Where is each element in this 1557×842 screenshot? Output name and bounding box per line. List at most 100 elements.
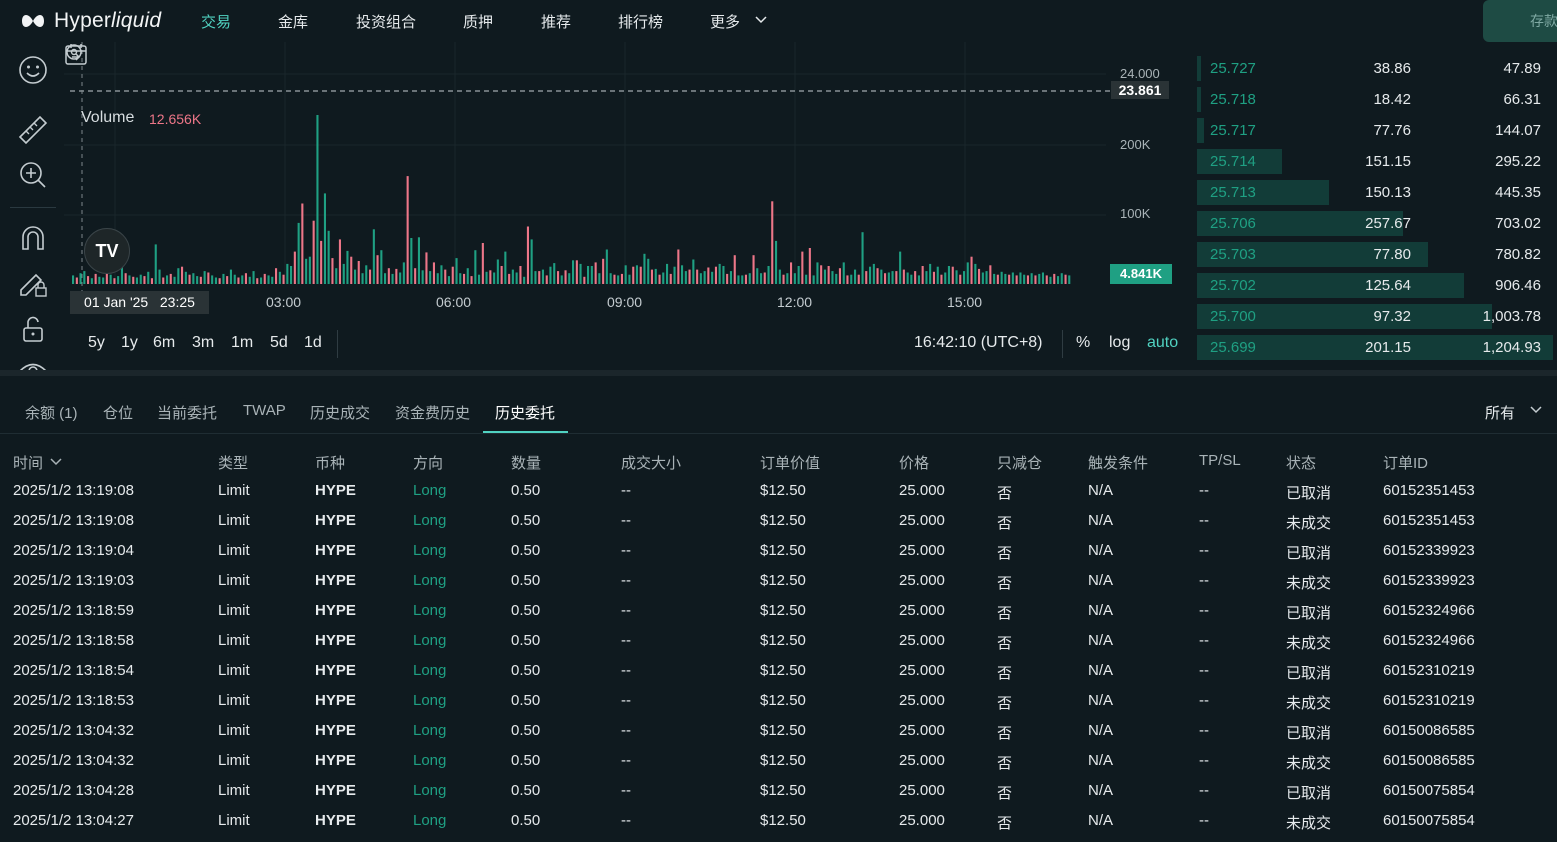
tab-open-orders[interactable]: 当前委托 xyxy=(157,405,218,422)
range-1y-button[interactable]: 1y xyxy=(121,334,138,351)
volume-chart-svg[interactable] xyxy=(64,42,1196,370)
nav-item-vaults[interactable]: 金库 xyxy=(278,14,309,31)
table-cell: -- xyxy=(621,542,631,559)
settings-gear-icon[interactable] xyxy=(64,42,84,62)
coin-link[interactable]: HYPE xyxy=(315,572,356,589)
volume-bar xyxy=(966,262,969,284)
orderbook-row[interactable]: 25.718 18.42 66.31 xyxy=(1197,84,1557,115)
table-cell: N/A xyxy=(1088,482,1114,499)
range-3m-button[interactable]: 3m xyxy=(192,334,215,351)
percent-scale-toggle[interactable]: % xyxy=(1076,334,1091,351)
depth-bar xyxy=(1197,304,1492,329)
tab-order-history[interactable]: 历史委托 xyxy=(495,405,556,422)
tab-twap[interactable]: TWAP xyxy=(243,402,286,419)
coin-link[interactable]: HYPE xyxy=(315,632,356,649)
orderbook-row[interactable]: 25.706 257.67 703.02 xyxy=(1197,208,1557,239)
volume-bar xyxy=(263,273,266,284)
depth-bar xyxy=(1197,273,1464,298)
table-cell: Long xyxy=(413,692,447,709)
table-cell: -- xyxy=(621,722,631,739)
orderbook-row[interactable]: 25.727 38.86 47.89 xyxy=(1197,53,1557,84)
range-6m-button[interactable]: 6m xyxy=(153,334,176,351)
table-cell: 已取消 xyxy=(1286,485,1332,502)
orderbook-row[interactable]: 25.699 201.15 1,204.93 xyxy=(1197,332,1557,363)
volume-bar xyxy=(1000,271,1003,284)
nav-item-trade[interactable]: 交易 xyxy=(201,14,232,31)
tab-trade-history[interactable]: 历史成交 xyxy=(310,405,371,422)
magnet-icon[interactable] xyxy=(16,221,50,255)
coin-link[interactable]: HYPE xyxy=(315,542,356,559)
volume-bar xyxy=(474,250,477,284)
tab-positions[interactable]: 仓位 xyxy=(103,405,134,422)
volume-bar xyxy=(628,274,631,284)
zoom-in-icon[interactable] xyxy=(16,158,50,192)
table-cell: 0.50 xyxy=(511,572,541,589)
orderbook-row[interactable]: 25.717 77.76 144.07 xyxy=(1197,115,1557,146)
volume-bar xyxy=(756,268,759,284)
orderbook-row[interactable]: 25.713 150.13 445.35 xyxy=(1197,177,1557,208)
table-cell: 60150086585 xyxy=(1383,722,1475,739)
column-header: 成交大小 xyxy=(621,455,682,472)
chart-clock[interactable]: 16:42:10 (UTC+8) xyxy=(914,334,1043,351)
panel-divider[interactable] xyxy=(0,370,1557,376)
volume-bar xyxy=(260,277,263,284)
range-1m-button[interactable]: 1m xyxy=(231,334,254,351)
volume-bar xyxy=(737,275,740,284)
volume-bar xyxy=(395,268,398,284)
volume-bar xyxy=(884,273,887,284)
nav-item-staking[interactable]: 质押 xyxy=(463,14,494,31)
depth-bar xyxy=(1197,180,1329,205)
orderbook-size: 125.64 xyxy=(1365,277,1411,294)
orderbook-row[interactable]: 25.702 125.64 906.46 xyxy=(1197,270,1557,301)
coin-link[interactable]: HYPE xyxy=(315,722,356,739)
nav-item-leaderboard[interactable]: 排行榜 xyxy=(618,14,664,31)
log-scale-toggle[interactable]: log xyxy=(1109,334,1131,351)
volume-bar xyxy=(838,268,841,284)
volume-bar xyxy=(350,256,353,284)
table-cell: 0.50 xyxy=(511,812,541,829)
coin-link[interactable]: HYPE xyxy=(315,482,356,499)
tab-funding-history[interactable]: 资金费历史 xyxy=(395,405,471,422)
orderbook-row[interactable]: 25.714 151.15 295.22 xyxy=(1197,146,1557,177)
range-1d-button[interactable]: 1d xyxy=(304,334,322,351)
column-header: 只减仓 xyxy=(997,455,1043,472)
coin-link[interactable]: HYPE xyxy=(315,512,356,529)
coin-link[interactable]: HYPE xyxy=(315,812,356,829)
nav-item-referrals[interactable]: 推荐 xyxy=(541,14,572,31)
logo[interactable]: Hyperliquid xyxy=(20,9,161,33)
coin-link[interactable]: HYPE xyxy=(315,752,356,769)
auto-scale-toggle[interactable]: auto xyxy=(1147,334,1179,351)
range-5y-button[interactable]: 5y xyxy=(88,334,105,351)
ruler-icon[interactable] xyxy=(16,113,50,147)
coin-link[interactable]: HYPE xyxy=(315,782,356,799)
orderbook-price: 25.700 xyxy=(1210,308,1256,325)
pencil-lock-icon[interactable] xyxy=(16,265,50,299)
unlock-icon[interactable] xyxy=(16,312,50,346)
orderbook-row[interactable]: 25.700 97.32 1,003.78 xyxy=(1197,301,1557,332)
orderbook-row[interactable]: 25.703 77.80 780.82 xyxy=(1197,239,1557,270)
range-5d-button[interactable]: 5d xyxy=(270,334,288,351)
volume-bar xyxy=(929,263,932,284)
column-header[interactable]: 时间 xyxy=(13,455,44,472)
sort-chevron-icon[interactable] xyxy=(50,458,62,466)
price-chart[interactable]: 24.000 23.861 Volume 12.656K 200K 100K 4… xyxy=(64,42,1196,370)
volume-bar xyxy=(951,266,954,284)
chevron-down-icon[interactable] xyxy=(755,16,767,24)
nav-item-portfolio[interactable]: 投资组合 xyxy=(356,14,417,31)
tab-balances[interactable]: 余额 (1) xyxy=(25,405,78,422)
table-cell: $12.50 xyxy=(760,752,806,769)
table-cell: N/A xyxy=(1088,662,1114,679)
smiley-icon[interactable] xyxy=(16,53,50,87)
column-header: 数量 xyxy=(511,455,542,472)
coin-link[interactable]: HYPE xyxy=(315,662,356,679)
volume-bar xyxy=(406,176,409,284)
coin-link[interactable]: HYPE xyxy=(315,692,356,709)
chevron-down-icon[interactable] xyxy=(1530,406,1542,414)
calendar-goto-icon[interactable] xyxy=(64,42,88,66)
tradingview-logo[interactable]: TV xyxy=(84,228,130,274)
coin-link[interactable]: HYPE xyxy=(315,602,356,619)
filter-select[interactable]: 所有 xyxy=(1485,405,1516,422)
nav-item-more[interactable]: 更多 xyxy=(710,14,741,31)
table-cell: 60152310219 xyxy=(1383,692,1475,709)
deposit-button[interactable]: 存款 xyxy=(1483,0,1557,42)
